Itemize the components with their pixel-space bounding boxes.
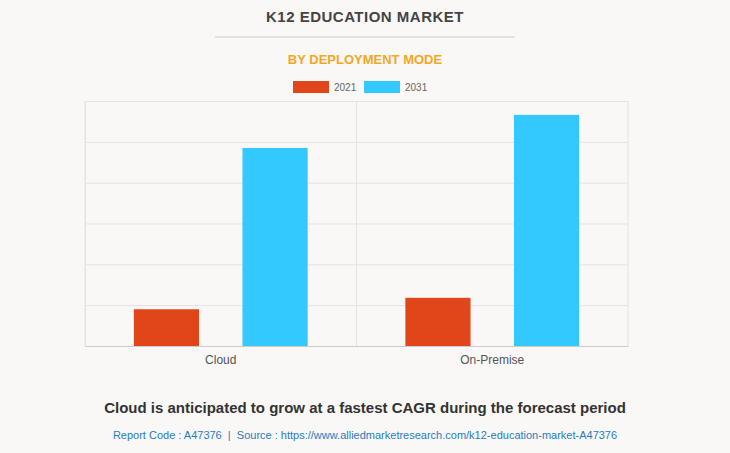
subtitle: BY DEPLOYMENT MODE [288, 52, 443, 67]
caption: Cloud is anticipated to grow at a fastes… [104, 399, 626, 416]
y-tick [85, 346, 628, 347]
legend-swatch [364, 81, 400, 93]
legend-label: 2031 [405, 82, 428, 93]
x-tick: On-Premise [460, 346, 524, 367]
category-divider [356, 101, 357, 346]
category-divider [628, 101, 629, 346]
chart: K12 EDUCATION MARKET BY DEPLOYMENT MODE 20… [0, 0, 730, 453]
legend: 2021 2031 [293, 81, 428, 93]
source: Report Code : A47376 | Source : https://… [113, 429, 617, 441]
x-tick-label: Cloud [205, 353, 236, 367]
y-axis-line [86, 102, 629, 347]
legend-swatch [293, 81, 329, 93]
bars [134, 115, 579, 346]
y-axis [85, 102, 628, 347]
bar [242, 148, 307, 346]
x-tick-label: On-Premise [460, 353, 524, 367]
x-axis: Cloud On-Premise [86, 346, 629, 367]
x-tick: Cloud [205, 346, 236, 367]
grid-line [85, 346, 628, 347]
bar [405, 298, 470, 346]
background [0, 0, 730, 453]
legend-label: 2021 [334, 82, 357, 93]
bar [134, 309, 199, 346]
title-rule [215, 37, 515, 38]
category-divider [85, 101, 86, 346]
title: K12 EDUCATION MARKET [266, 8, 464, 25]
bar [514, 115, 579, 346]
x-axis-line [86, 346, 629, 347]
